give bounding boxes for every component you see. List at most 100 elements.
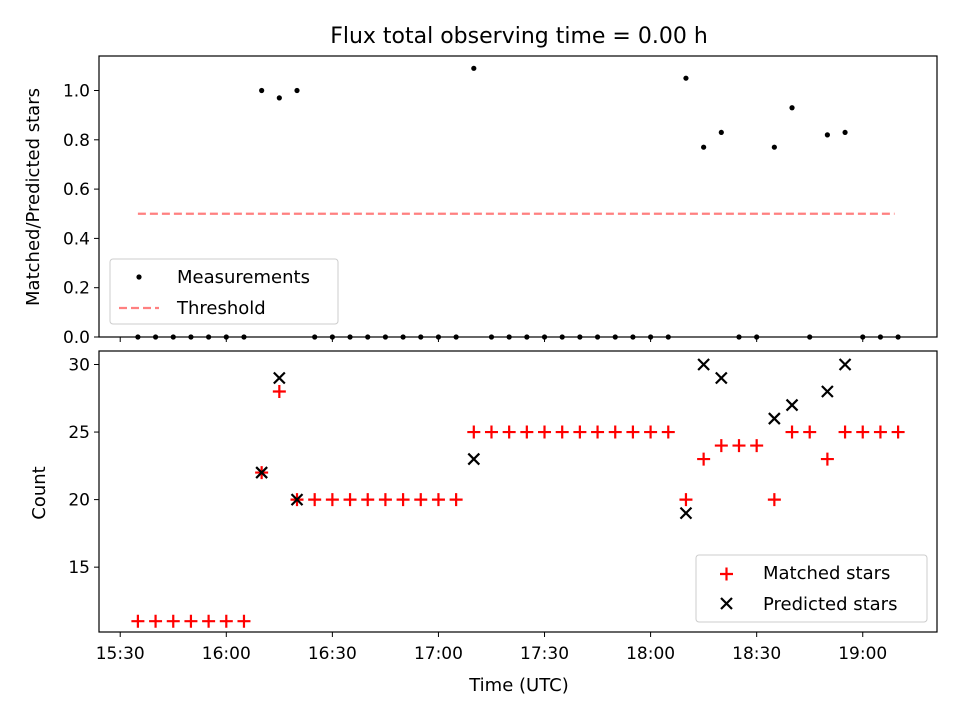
matched-stars-point (484, 425, 498, 439)
matched-stars-point (520, 425, 534, 439)
measurement-point (647, 334, 654, 340)
measurement-point (488, 334, 495, 340)
bottom-legend-box (695, 554, 928, 623)
bottom-y-tick-label: 25 (68, 423, 90, 443)
matched-stars-point (750, 439, 764, 453)
top-plot: 0.0 0.2 0.4 0.6 0.8 1.0 (63, 55, 938, 348)
predicted-stars-point (273, 371, 286, 385)
measurement-point (754, 334, 760, 340)
predicted-stars-point (821, 385, 834, 398)
measurement-point (506, 334, 512, 340)
measurement-point (577, 334, 583, 340)
measurement-point (241, 334, 247, 340)
bottom-y-axis-label: Count (29, 466, 50, 519)
measurement-point (842, 129, 848, 136)
predicted-stars-point (697, 358, 710, 371)
top-y-tick-label: 0.0 (63, 328, 90, 348)
measurement-point (718, 129, 724, 136)
measurement-point (559, 334, 565, 340)
matched-stars-point (502, 425, 516, 439)
chart-title: Flux total observing time = 0.00 h (330, 24, 708, 49)
measurement-point (541, 334, 548, 340)
matched-stars-point (184, 614, 198, 628)
matched-stars-point (219, 614, 233, 628)
measurement-point (259, 87, 265, 94)
legend-matched-label: Matched stars (763, 563, 890, 584)
x-axis-label: Time (UTC) (468, 675, 569, 696)
measurement-point (135, 334, 141, 340)
measurement-point (329, 334, 335, 340)
matched-stars-point (378, 493, 392, 507)
matched-stars-point (679, 493, 693, 507)
x-tick-label: 18:00 (626, 644, 675, 664)
matched-stars-point (202, 614, 216, 628)
top-y-tick-label: 0.6 (63, 180, 90, 200)
measurement-point (418, 334, 424, 340)
matched-stars-point (308, 493, 322, 507)
measurement-point (860, 334, 866, 340)
measurement-point (824, 132, 830, 138)
matched-stars-point (820, 452, 834, 466)
x-tick-label: 19:00 (838, 644, 887, 664)
top-y-tick-label: 1.0 (63, 82, 90, 102)
measurement-point (347, 334, 353, 340)
x-tick-label: 15:30 (96, 644, 145, 664)
predicted-stars-point (679, 506, 693, 520)
legend-measurements-label: Measurements (177, 267, 310, 288)
matched-stars-point (166, 614, 180, 628)
matched-stars-point (644, 425, 658, 439)
matched-stars-point (697, 452, 711, 466)
matched-stars-point (891, 425, 905, 439)
measurement-point (188, 334, 194, 340)
bottom-y-tick-label: 15 (68, 558, 90, 578)
legend-threshold-label: Threshold (176, 298, 266, 319)
measurement-point (152, 334, 159, 340)
top-y-tick-label: 0.4 (63, 229, 90, 249)
matched-stars-point (803, 425, 817, 439)
matched-stars-point (431, 493, 445, 507)
legend-measurements-marker (136, 274, 142, 280)
matched-stars-point (396, 493, 410, 507)
matched-stars-point (591, 425, 605, 439)
matched-stars-point (325, 493, 339, 507)
measurement-point (223, 334, 229, 340)
matched-stars-point (449, 493, 463, 507)
measurement-point (382, 334, 389, 340)
legend-predicted-label: Predicted stars (763, 594, 897, 615)
measurement-point (435, 334, 442, 340)
matched-stars-point (608, 425, 622, 439)
top-y-axis-label: Matched/Predicted stars (23, 88, 44, 306)
measurement-point (453, 334, 459, 340)
predicted-stars-point (255, 466, 268, 479)
top-legend-box (109, 258, 339, 325)
matched-stars-point (414, 493, 428, 507)
matched-stars-point (149, 614, 163, 628)
matched-stars-point (237, 614, 251, 628)
measurement-point (206, 334, 212, 340)
matched-stars-point (873, 425, 887, 439)
matched-stars-point (785, 425, 799, 439)
matched-stars-point (767, 493, 781, 507)
top-legend: Measurements Threshold (109, 258, 339, 325)
bottom-legend: Matched stars Predicted stars (695, 554, 928, 623)
measurement-point (895, 334, 901, 340)
measurement-point (400, 334, 406, 340)
measurement-point (294, 87, 300, 94)
matched-stars-point (555, 425, 569, 439)
matched-stars-point (626, 425, 640, 439)
measurement-point (701, 144, 707, 150)
bottom-y-tick-label: 20 (68, 491, 90, 511)
x-tick-label: 17:30 (520, 644, 569, 664)
measurement-point (771, 144, 777, 150)
measurement-point (807, 334, 813, 340)
matched-stars-point (538, 425, 552, 439)
measurement-point (594, 334, 601, 340)
predicted-stars-point (290, 493, 304, 506)
measurement-point (612, 334, 618, 340)
top-plot-frame (98, 55, 938, 338)
matched-stars-point (661, 425, 675, 439)
matched-stars-point (714, 439, 728, 453)
matched-stars-point (361, 493, 375, 507)
matched-stars-point (467, 425, 481, 439)
